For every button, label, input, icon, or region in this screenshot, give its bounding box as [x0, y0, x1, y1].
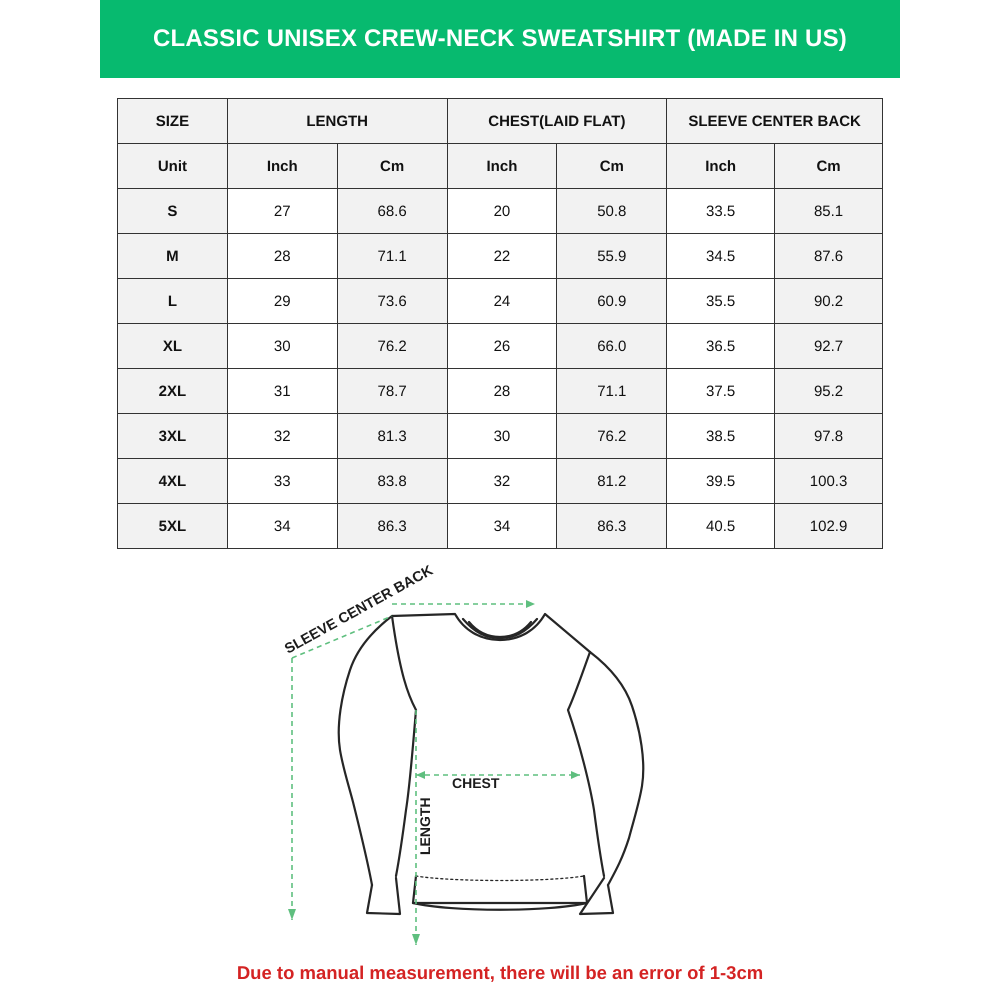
- svg-text:SLEEVE CENTER BACK: SLEEVE CENTER BACK: [282, 562, 436, 657]
- svg-text:LENGTH: LENGTH: [417, 797, 433, 855]
- svg-text:CHEST: CHEST: [452, 775, 500, 791]
